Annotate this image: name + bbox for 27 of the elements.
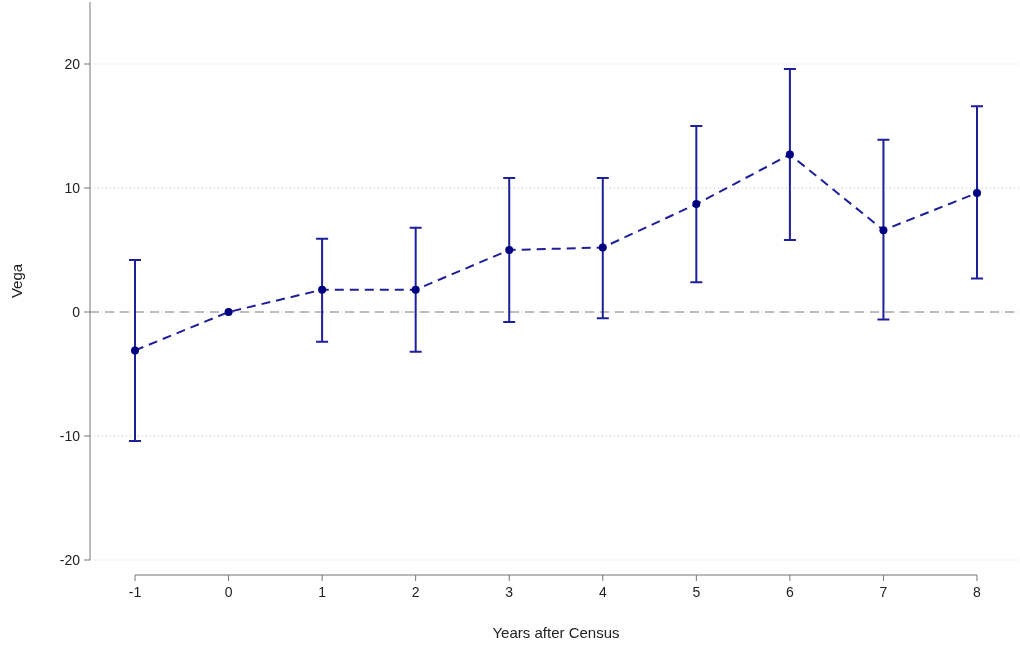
point <box>785 150 794 159</box>
y-tick-label: -20 <box>59 551 81 568</box>
x-tick-label: 0 <box>224 584 233 600</box>
x-tick-label: 5 <box>692 584 701 600</box>
x-tick-label: 2 <box>411 584 420 600</box>
x-tick-label: 1 <box>318 584 327 600</box>
y-tick-label: -10 <box>59 427 81 444</box>
y-axis-title: Vega <box>8 263 25 299</box>
x-axis-title: Years after Census <box>492 624 620 641</box>
point <box>598 243 607 252</box>
point <box>131 346 139 355</box>
x-tick-label: -1 <box>128 584 142 600</box>
point <box>224 308 233 316</box>
x-tick-label: 6 <box>785 584 794 600</box>
x-tick-label: 4 <box>598 584 607 600</box>
x-tick-label: 3 <box>505 584 514 600</box>
y-tick-label: 10 <box>64 179 81 196</box>
y-tick-label: 20 <box>64 55 81 72</box>
point <box>505 246 514 254</box>
point <box>318 285 327 294</box>
y-tick-label: 0 <box>72 303 81 320</box>
point <box>692 200 701 209</box>
point <box>973 188 981 197</box>
point <box>879 226 888 235</box>
point <box>411 285 420 294</box>
x-tick-label: 8 <box>973 584 982 600</box>
x-tick-label: 7 <box>879 584 888 600</box>
